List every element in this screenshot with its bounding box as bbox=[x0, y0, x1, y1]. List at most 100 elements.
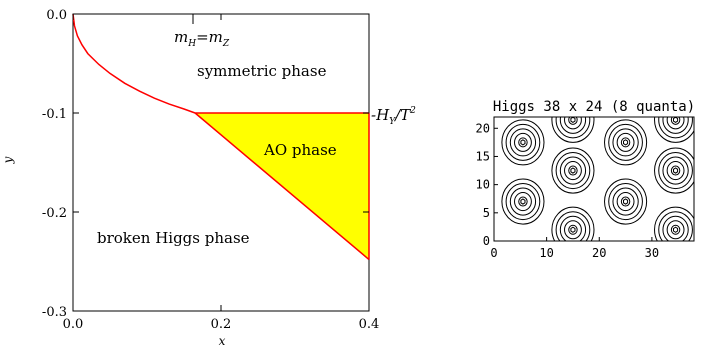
y-axis-label: y bbox=[1, 156, 15, 164]
contour-ring bbox=[654, 206, 694, 241]
contour-ring bbox=[555, 152, 591, 190]
contour-x-tick-label: 0 bbox=[490, 246, 497, 260]
contour-ring bbox=[662, 117, 689, 134]
contour-ring bbox=[551, 206, 595, 241]
contour-ring bbox=[555, 117, 591, 139]
contour-ring bbox=[612, 187, 639, 216]
contour-ring bbox=[616, 132, 635, 152]
mass-label-eq: =m bbox=[196, 28, 223, 46]
contour-ring bbox=[551, 147, 595, 194]
contour-frame bbox=[493, 116, 695, 242]
y-tick-label: 0.0 bbox=[46, 8, 67, 23]
contour-ring bbox=[658, 152, 693, 190]
contour-core bbox=[570, 167, 576, 174]
contour-plot-area: 0 10 20 30 0 5 10 15 20 bbox=[476, 116, 695, 260]
contour-core bbox=[570, 117, 576, 123]
contour-ring bbox=[616, 192, 635, 212]
contour-ring bbox=[604, 119, 648, 166]
x-axis-label: x bbox=[219, 334, 226, 348]
y-tick-label: -0.1 bbox=[42, 107, 67, 122]
contour-ring bbox=[608, 123, 643, 161]
mass-label: mH=mZ bbox=[174, 28, 230, 49]
contour-ring bbox=[564, 117, 582, 130]
contour-ring bbox=[501, 178, 545, 225]
contour-ring bbox=[670, 224, 681, 235]
contour-ring bbox=[555, 211, 591, 241]
contour-ring bbox=[505, 183, 541, 221]
contour-core bbox=[623, 139, 629, 146]
contour-ring bbox=[518, 137, 528, 148]
mass-label-m: m bbox=[174, 28, 188, 46]
contour-core bbox=[623, 198, 629, 205]
contour-ring bbox=[559, 117, 587, 134]
contour-title: Higgs 38 x 24 (8 quanta) bbox=[493, 99, 695, 115]
contour-ring bbox=[666, 117, 685, 130]
contour-ring bbox=[620, 196, 631, 207]
contour-core bbox=[520, 198, 526, 205]
contour-ring bbox=[505, 123, 541, 161]
y-tick-label: -0.2 bbox=[42, 206, 67, 221]
contour-ring bbox=[514, 192, 532, 212]
contour-y-tick-label: 10 bbox=[476, 178, 490, 192]
contour-ring bbox=[564, 161, 582, 181]
contour-ring bbox=[666, 220, 685, 240]
ao-lower-boundary bbox=[194, 112, 370, 261]
contour-ring bbox=[654, 117, 694, 143]
contour-ring bbox=[670, 117, 681, 125]
contour-ring bbox=[509, 187, 537, 216]
contour-ring bbox=[666, 161, 685, 181]
contour-ring bbox=[568, 165, 578, 176]
phase-plot-area: 0.0 0.2 0.4 0.0 -0.1 -0.2 -0.3 bbox=[42, 8, 379, 332]
contour-ring bbox=[620, 137, 631, 148]
hy-label-sup: 2 bbox=[409, 106, 416, 116]
hy-label: -HY/T2 bbox=[371, 106, 416, 127]
broken-phase-label: broken Higgs phase bbox=[97, 229, 250, 247]
contour-ring bbox=[564, 220, 582, 240]
x-tick-label: 0.2 bbox=[211, 317, 232, 332]
contour-ring bbox=[654, 147, 694, 194]
contour-ring bbox=[559, 156, 587, 185]
contour-core bbox=[673, 226, 679, 233]
y-tick-label: -0.3 bbox=[42, 305, 67, 320]
mass-label-sub-z: Z bbox=[222, 39, 230, 49]
contour-x-tick-label: 20 bbox=[592, 246, 606, 260]
contour-ring bbox=[612, 128, 639, 157]
contour-ring bbox=[509, 128, 537, 157]
contour-ring bbox=[662, 215, 689, 241]
contour-core bbox=[570, 226, 576, 233]
x-tick-label: 0.4 bbox=[359, 317, 380, 332]
contour-y-tick-label: 20 bbox=[476, 121, 490, 135]
contour-y-tick-label: 0 bbox=[483, 234, 490, 248]
hy-label-minus: -H bbox=[371, 106, 390, 124]
contour-y-tick-label: 5 bbox=[483, 206, 490, 220]
contour-x-tick-label: 30 bbox=[645, 246, 659, 260]
contour-ring bbox=[568, 224, 578, 235]
hy-label-sub: Y bbox=[389, 117, 396, 127]
mass-label-sub-h: H bbox=[187, 39, 196, 49]
contour-ring bbox=[670, 165, 681, 176]
contour-core bbox=[673, 117, 679, 123]
contour-ring bbox=[658, 117, 693, 139]
contour-ring bbox=[501, 119, 545, 166]
contour-ring bbox=[518, 196, 528, 207]
contour-ring bbox=[604, 178, 648, 225]
hy-label-slash: /T bbox=[393, 106, 411, 124]
ao-phase-label: AO phase bbox=[263, 141, 337, 159]
x-tick-label: 0.0 bbox=[63, 317, 84, 332]
contour-ring bbox=[514, 132, 532, 152]
contour-ring bbox=[568, 117, 578, 125]
phase-boundary-curve bbox=[72, 13, 196, 114]
contour-core bbox=[673, 167, 679, 174]
symmetric-phase-label: symmetric phase bbox=[197, 62, 327, 80]
contour-y-tick-label: 15 bbox=[476, 149, 490, 163]
contour-ring bbox=[608, 183, 643, 221]
contour-ring bbox=[658, 211, 693, 241]
contour-lines bbox=[501, 117, 694, 241]
contour-ring bbox=[559, 215, 587, 241]
contour-ring bbox=[662, 156, 689, 185]
contour-ring bbox=[551, 117, 595, 143]
contour-x-tick-label: 10 bbox=[539, 246, 553, 260]
contour-core bbox=[520, 139, 526, 146]
